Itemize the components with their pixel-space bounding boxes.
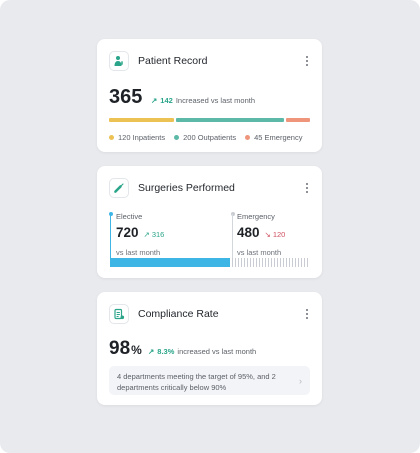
compliance-note[interactable]: 4 departments meeting the target of 95%,… — [109, 366, 310, 395]
patient-total: 365 — [109, 86, 143, 108]
patient-trend: ↗ 142 Increased vs last month — [151, 96, 255, 105]
compliance-note-text: 4 departments meeting the target of 95%,… — [117, 372, 276, 392]
card-header: Surgeries Performed — [109, 178, 312, 198]
legend-label: 200 Outpatients — [183, 133, 237, 142]
syringe-icon — [109, 178, 129, 198]
legend-label: 45 Emergency — [254, 133, 303, 142]
doctor-icon — [109, 51, 129, 71]
compliance-rate-value: 98 — [109, 338, 131, 359]
chevron-right-icon: › — [299, 376, 302, 386]
more-options-icon[interactable] — [302, 307, 312, 321]
emergency-label: Emergency — [237, 212, 275, 221]
elective-sub: vs last month — [116, 248, 161, 257]
trend-up-icon: ↗ — [143, 230, 150, 239]
surgeries-card: Surgeries Performed Elective 720 ↗ 316 v… — [97, 166, 322, 278]
trend-value: 8.3% — [157, 347, 175, 356]
emergency-value: 480 — [237, 225, 260, 240]
legend-item: 120 Inpatients — [109, 133, 165, 142]
compliance-trend: ↗ 8.3% increased vs last month — [148, 347, 256, 356]
emergency-sub: vs last month — [237, 248, 282, 257]
legend-dot — [174, 135, 180, 140]
trend-text: Increased vs last month — [175, 96, 256, 105]
card-title: Compliance Rate — [138, 308, 219, 320]
elective-change: 316 — [151, 230, 165, 239]
card-title: Surgeries Performed — [138, 182, 235, 194]
elective-label: Elective — [116, 212, 143, 221]
elective-value: 720 — [116, 225, 139, 240]
trend-up-icon: ↗ — [151, 96, 158, 105]
distribution-segment — [285, 118, 310, 122]
card-header: Patient Record — [109, 51, 312, 71]
elective-line — [110, 214, 111, 260]
distribution-segment — [109, 118, 174, 122]
elective-share-bar — [110, 258, 230, 267]
compliance-rate-unit: % — [131, 343, 142, 357]
emergency-change: 120 — [272, 230, 286, 239]
legend-dot — [245, 135, 251, 140]
more-options-icon[interactable] — [302, 181, 312, 195]
compliance-card: Compliance Rate 98 % ↗ 8.3% increased vs… — [97, 292, 322, 405]
patient-distribution-bar — [109, 118, 310, 122]
elective-marker — [109, 212, 113, 216]
legend-item: 200 Outpatients — [174, 133, 236, 142]
emergency-stat: Emergency 480 ↘ 120 vs last month — [237, 212, 285, 257]
legend-label: 120 Inpatients — [118, 133, 166, 142]
trend-value: 142 — [160, 96, 173, 105]
emergency-share-bar — [232, 258, 310, 267]
patient-record-card: Patient Record 365 ↗ 142 Increased vs la… — [97, 39, 322, 152]
elective-stat: Elective 720 ↗ 316 vs last month — [116, 212, 164, 257]
compliance-rate: 98 % — [109, 338, 142, 360]
legend-item: 45 Emergency — [245, 133, 302, 142]
emergency-line — [232, 214, 233, 260]
card-header: Compliance Rate — [109, 304, 312, 324]
emergency-marker — [231, 212, 235, 216]
more-options-icon[interactable] — [302, 54, 312, 68]
patient-legend: 120 Inpatients 200 Outpatients 45 Emergenc… — [109, 133, 302, 142]
clipboard-icon — [109, 304, 129, 324]
trend-down-icon: ↘ — [264, 230, 271, 239]
legend-dot — [109, 135, 114, 140]
trend-text: increased vs last month — [177, 347, 257, 356]
distribution-segment — [175, 118, 284, 122]
card-title: Patient Record — [138, 55, 208, 67]
trend-up-icon: ↗ — [148, 347, 155, 356]
